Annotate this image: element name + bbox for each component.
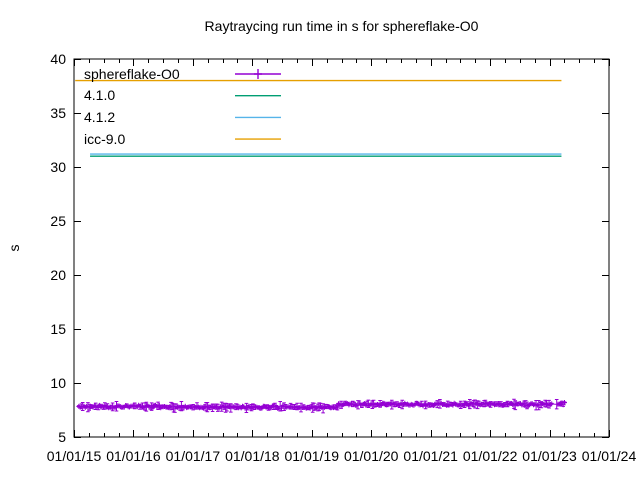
y-tick-label: 30 — [50, 159, 66, 175]
plot-border — [73, 58, 610, 438]
x-tick-label: 01/01/23 — [522, 448, 577, 464]
x-tick-label: 01/01/17 — [165, 448, 221, 464]
y-tick-label: 10 — [50, 375, 66, 391]
legend-label-4.1.2: 4.1.2 — [84, 108, 116, 125]
y-tick-label: 5 — [58, 429, 66, 445]
x-tick-label: 01/01/22 — [462, 448, 518, 464]
y-tick-label: 40 — [50, 51, 66, 67]
y-tick-label: 35 — [50, 105, 66, 121]
x-tick-label: 01/01/16 — [106, 448, 161, 464]
axis-ticks — [74, 59, 610, 438]
chart-title: Raytraycing run time in s for sphereflak… — [204, 18, 479, 34]
y-tick-label: 25 — [50, 213, 66, 229]
legend-label-icc-9.0: icc-9.0 — [84, 130, 126, 147]
x-tick-label: 01/01/21 — [403, 448, 458, 464]
y-tick-label: 15 — [50, 321, 66, 337]
x-tick-label: 01/01/18 — [225, 448, 280, 464]
legend-label-sphereflake-O0: sphereflake-O0 — [84, 65, 180, 82]
y-tick-label: 20 — [50, 267, 66, 283]
x-tick-label: 01/01/24 — [581, 448, 637, 464]
x-tick-label: 01/01/19 — [284, 448, 340, 464]
legend-marker-sphereflake-O0 — [254, 69, 262, 79]
series-points-sphereflake-O0 — [76, 398, 567, 414]
legend-label-4.1.0: 4.1.0 — [84, 87, 116, 104]
x-tick-label: 01/01/15 — [46, 448, 102, 464]
x-tick-label: 01/01/20 — [343, 448, 399, 464]
